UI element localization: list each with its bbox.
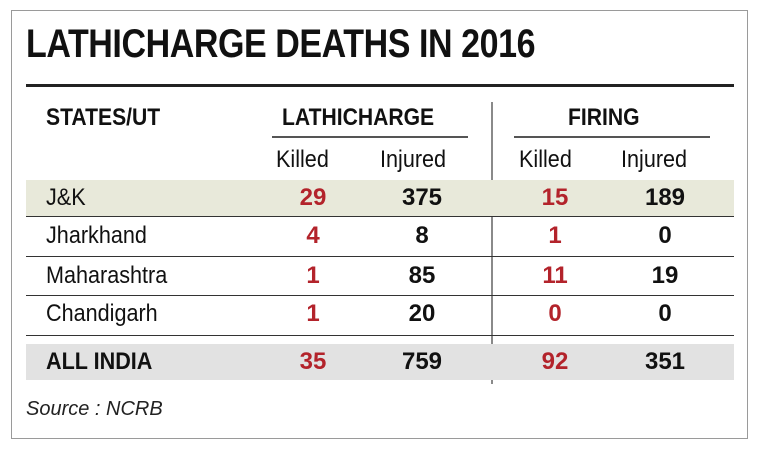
subheader-firing-killed: Killed xyxy=(519,146,572,173)
table-row: Maharashtra 1 85 11 19 xyxy=(26,258,734,294)
lathi-killed-value: 4 xyxy=(306,222,320,249)
firing-injured-value: 0 xyxy=(658,222,672,249)
lathi-injured-value: 85 xyxy=(408,262,436,289)
firing-injured-value: 0 xyxy=(658,300,672,327)
lathi-killed-value: 1 xyxy=(306,300,320,327)
row-separator xyxy=(26,295,734,296)
state-name: Maharashtra xyxy=(46,262,168,289)
state-name: J&K xyxy=(46,184,86,211)
row-separator xyxy=(26,256,734,257)
firing-killed-value: 11 xyxy=(542,262,568,289)
subheader-firing-injured: Injured xyxy=(621,146,688,173)
table-row: J&K 29 375 15 189 xyxy=(26,180,734,216)
firing-killed-value: 0 xyxy=(548,300,562,327)
lathi-injured-value: 759 xyxy=(401,348,443,375)
firing-injured-value: 351 xyxy=(644,348,686,375)
lathi-injured-value: 8 xyxy=(415,222,429,249)
lathi-killed-value: 35 xyxy=(299,348,327,375)
state-name: Jharkhand xyxy=(46,222,147,249)
column-divider xyxy=(491,102,493,384)
header-lathicharge: LATHICHARGE xyxy=(282,104,435,131)
state-name: ALL INDIA xyxy=(46,348,153,375)
state-name: Chandigarh xyxy=(46,300,158,327)
lathicharge-underline xyxy=(272,136,468,138)
firing-injured-value: 19 xyxy=(651,262,679,289)
lathi-killed-value: 1 xyxy=(306,262,320,289)
lathi-injured-value: 20 xyxy=(408,300,436,327)
firing-killed-value: 1 xyxy=(548,222,562,249)
header-firing: FIRING xyxy=(568,104,640,131)
firing-injured-value: 189 xyxy=(644,184,686,211)
header-states: STATES/UT xyxy=(46,104,161,131)
table-row: Jharkhand 4 8 1 0 xyxy=(26,218,734,254)
table-row: Chandigarh 1 20 0 0 xyxy=(26,296,734,332)
lathi-killed-value: 29 xyxy=(299,184,327,211)
title-divider xyxy=(26,84,734,87)
firing-killed-value: 15 xyxy=(541,184,569,211)
subheader-lathi-killed: Killed xyxy=(276,146,329,173)
source-note: Source : NCRB xyxy=(26,398,163,420)
firing-underline xyxy=(514,136,710,138)
row-separator xyxy=(26,216,734,217)
table-row-total: ALL INDIA 35 759 92 351 xyxy=(26,344,734,380)
firing-killed-value: 92 xyxy=(541,348,569,375)
row-separator xyxy=(26,335,734,336)
lathi-injured-value: 375 xyxy=(401,184,443,211)
subheader-lathi-injured: Injured xyxy=(380,146,447,173)
page-title: LATHICHARGE DEATHS IN 2016 xyxy=(26,22,536,66)
